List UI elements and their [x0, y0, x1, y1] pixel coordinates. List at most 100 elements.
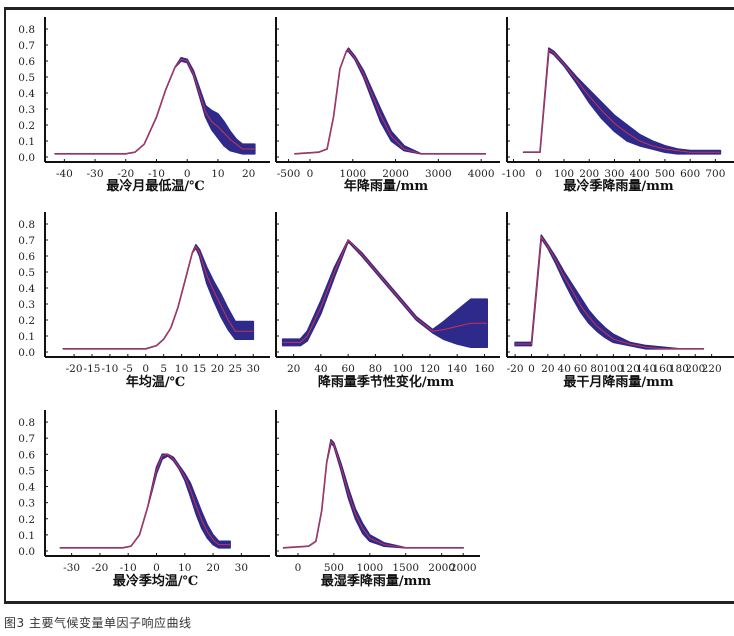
x-tick-label: -30 — [87, 168, 104, 180]
x-tick-label: 3000 — [425, 168, 452, 180]
confidence-band — [514, 234, 705, 350]
y-tick-label: 0.6 — [18, 251, 35, 263]
x-tick-label: 300 — [604, 168, 624, 180]
x-tick-label: -20 — [507, 363, 524, 375]
y-tick-label: 0.7 — [18, 235, 35, 247]
x-tick-label: 80 — [590, 363, 603, 375]
x-tick-label: -20 — [117, 168, 134, 180]
x-tick-label: 20 — [206, 562, 219, 574]
x-tick-label: 100 — [393, 363, 413, 375]
y-tick-label: 0.2 — [18, 315, 35, 327]
mean-response-line — [63, 245, 254, 350]
x-tick-label: 120 — [620, 363, 640, 375]
y-tick-label: 0.1 — [18, 530, 35, 542]
x-tick-label: 0 — [153, 562, 160, 574]
mean-response-line — [282, 239, 488, 343]
figure-frame — [4, 7, 734, 604]
mean-response-line — [515, 236, 704, 350]
chart-panel-p4: 0.0 0.1 0.2 0.3 0.4 0.5 0.6 0.7 0.8 -20 -15 -10 -5 0 5… — [18, 212, 270, 390]
x-axis-label: 年均温/℃ — [126, 374, 185, 390]
y-tick-label: 0.6 — [18, 449, 35, 461]
confidence-band — [281, 239, 488, 348]
y-tick-label: 0.5 — [18, 267, 35, 279]
y-tick-label: 0.8 — [18, 417, 35, 429]
x-tick-label: 10 — [211, 168, 224, 180]
x-tick-label: 2000 — [428, 562, 455, 574]
x-tick-label: -20 — [66, 363, 83, 375]
figure-caption: 图3 主要气候变量单因子响应曲线 — [4, 616, 192, 630]
x-axis-label: 最冷季均温/℃ — [113, 573, 198, 589]
y-tick-label: 0.2 — [18, 120, 35, 132]
confidence-band — [522, 47, 722, 155]
x-tick-label: 1000 — [356, 562, 383, 574]
x-tick-label: 4000 — [468, 168, 495, 180]
y-tick-label: 0.0 — [18, 546, 35, 558]
confidence-band — [59, 453, 231, 549]
mean-response-line — [523, 49, 721, 153]
y-tick-label: 0.7 — [18, 40, 35, 52]
confidence-band — [282, 439, 464, 549]
x-tick-label: 40 — [558, 363, 571, 375]
y-tick-label: 0.4 — [18, 482, 35, 494]
x-axis-label: 最冷季降雨量/mm — [563, 178, 674, 194]
y-tick-label: 0.2 — [18, 514, 35, 526]
x-tick-label: 5 — [160, 363, 167, 375]
x-tick-label: 60 — [574, 363, 587, 375]
x-tick-label: -40 — [56, 168, 73, 180]
x-tick-label: 10 — [178, 562, 191, 574]
x-tick-label: 40 — [314, 363, 327, 375]
x-tick-label: -100 — [502, 168, 526, 180]
y-tick-label: 0.7 — [18, 433, 35, 445]
x-tick-label: 500 — [324, 562, 344, 574]
y-tick-label: 0.3 — [18, 104, 35, 116]
mean-response-line — [283, 440, 464, 549]
x-tick-label: 2000 — [450, 562, 477, 574]
x-axis-label: 年降雨量/mm — [344, 178, 429, 194]
x-tick-label: 20 — [242, 168, 255, 180]
y-tick-label: 0.8 — [18, 219, 35, 231]
y-tick-label: 0.0 — [18, 347, 35, 359]
x-tick-label: 0 — [307, 168, 314, 180]
x-tick-label: 160 — [474, 363, 494, 375]
x-tick-label: 60 — [341, 363, 354, 375]
x-tick-label: 1500 — [392, 562, 419, 574]
x-tick-label: 100 — [603, 363, 623, 375]
y-tick-label: 0.0 — [18, 152, 35, 164]
x-tick-label: 180 — [669, 363, 689, 375]
x-tick-label: -20 — [91, 562, 108, 574]
x-axis-label: 最冷月最低温/℃ — [106, 178, 204, 194]
x-tick-label: -15 — [84, 363, 101, 375]
x-tick-label: 80 — [369, 363, 382, 375]
x-tick-label: 200 — [685, 363, 705, 375]
x-tick-label: 160 — [652, 363, 672, 375]
x-tick-label: 140 — [447, 363, 467, 375]
x-tick-label: -500 — [277, 168, 301, 180]
y-tick-label: 0.6 — [18, 56, 35, 68]
chart-panel-p7: 0.0 0.1 0.2 0.3 0.4 0.5 0.6 0.7 0.8 -30 -20 -10 0 10 2… — [18, 410, 270, 589]
y-tick-label: 0.8 — [18, 24, 35, 36]
x-tick-label: 10 — [175, 363, 188, 375]
x-tick-label: 20 — [211, 363, 224, 375]
x-tick-label: -10 — [148, 168, 165, 180]
chart-panel-p2: -500 0 1000 2000 3000 4000 年降雨量/mm — [275, 17, 500, 194]
y-tick-label: 0.4 — [18, 88, 35, 100]
y-tick-label: 0.3 — [18, 498, 35, 510]
x-tick-label: 700 — [705, 168, 725, 180]
x-tick-label: -30 — [63, 562, 80, 574]
x-tick-label: 20 — [541, 363, 554, 375]
x-tick-label: 0 — [535, 168, 542, 180]
confidence-band — [54, 57, 256, 155]
x-tick-label: -5 — [123, 363, 133, 375]
confidence-band — [294, 47, 487, 155]
x-tick-label: 400 — [630, 168, 650, 180]
y-tick-label: 0.1 — [18, 136, 35, 148]
x-tick-label: 140 — [636, 363, 656, 375]
x-tick-label: 120 — [420, 363, 440, 375]
mean-response-line — [294, 49, 486, 155]
x-tick-label: 220 — [702, 363, 722, 375]
y-tick-label: 0.4 — [18, 283, 35, 295]
x-tick-label: -10 — [101, 363, 118, 375]
x-tick-label: 30 — [247, 363, 260, 375]
